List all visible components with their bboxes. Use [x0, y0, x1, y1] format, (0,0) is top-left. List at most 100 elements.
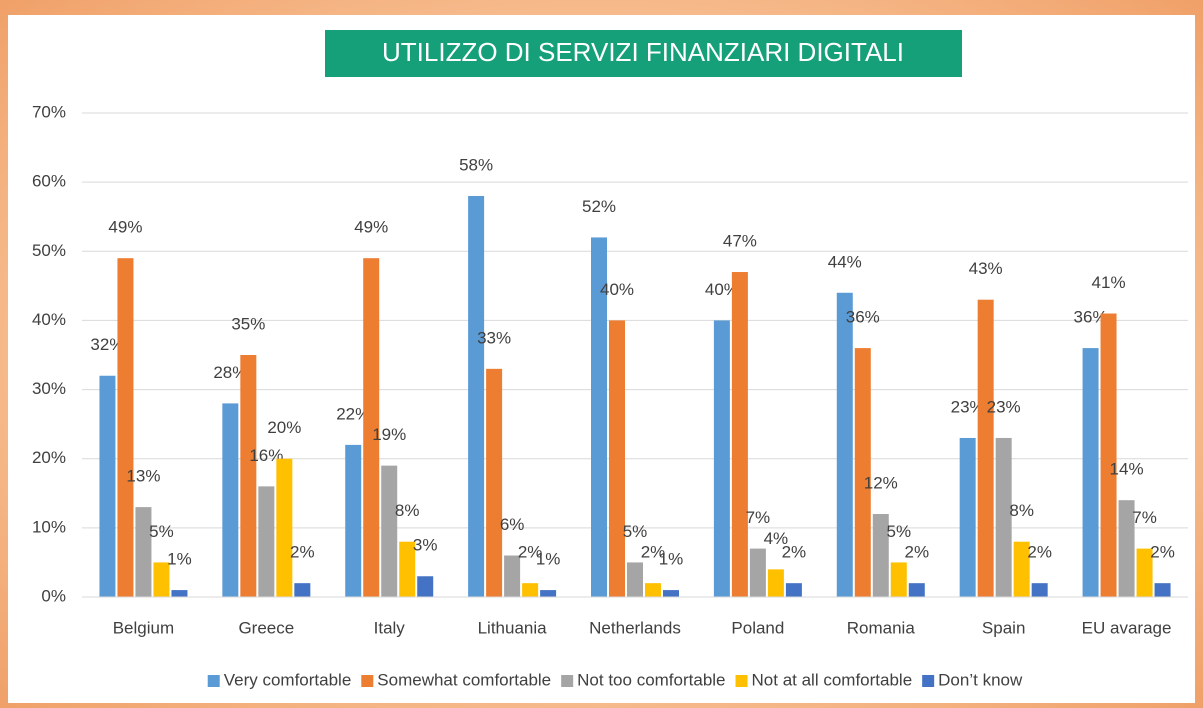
- legend-swatch: [361, 675, 374, 687]
- x-tick-label: Belgium: [113, 618, 174, 637]
- bar: [663, 590, 679, 597]
- value-label: 1%: [536, 550, 561, 569]
- value-label: 1%: [167, 550, 192, 569]
- legend-label: Not at all comfortable: [752, 670, 913, 689]
- bar: [836, 292, 853, 597]
- y-tick-label: 30%: [32, 379, 66, 398]
- value-label: 28%: [213, 363, 247, 382]
- legend-label: Very comfortable: [224, 670, 352, 689]
- y-tick-label: 10%: [32, 517, 66, 536]
- bar: [609, 320, 625, 597]
- bar: [872, 514, 889, 597]
- y-tick-label: 60%: [32, 172, 66, 191]
- bar: [153, 562, 170, 597]
- bar: [522, 583, 539, 597]
- value-label: 43%: [969, 259, 1003, 278]
- value-label: 16%: [249, 446, 283, 465]
- bar: [731, 272, 748, 597]
- bar: [99, 375, 116, 597]
- value-label: 4%: [764, 529, 789, 548]
- bar: [117, 258, 134, 597]
- value-label: 12%: [864, 474, 898, 493]
- bar: [890, 562, 907, 597]
- value-label: 3%: [413, 536, 438, 555]
- bar: [381, 465, 398, 597]
- bar: [995, 437, 1012, 597]
- value-label: 1%: [659, 550, 684, 569]
- value-label: 2%: [904, 543, 929, 562]
- y-tick-label: 50%: [32, 241, 66, 260]
- bar: [540, 590, 557, 597]
- value-label: 2%: [1150, 543, 1175, 562]
- bar: [240, 355, 257, 597]
- value-label: 23%: [951, 397, 985, 416]
- value-label: 14%: [1110, 460, 1144, 479]
- value-label: 49%: [354, 218, 388, 237]
- title-box: [325, 30, 962, 77]
- bar: [1082, 348, 1099, 597]
- bar: [294, 583, 311, 597]
- value-label: 23%: [987, 397, 1021, 416]
- y-tick-label: 0%: [41, 586, 66, 605]
- bar: [135, 507, 152, 597]
- value-label: 2%: [518, 543, 543, 562]
- legend-swatch: [735, 675, 748, 687]
- bar: [1118, 500, 1135, 597]
- value-label: 6%: [500, 515, 525, 534]
- legend-swatch: [922, 675, 935, 687]
- legend-label: Somewhat comfortable: [377, 670, 551, 689]
- value-label: 33%: [477, 328, 511, 347]
- bar: [258, 486, 275, 597]
- value-label: 47%: [723, 232, 757, 251]
- value-label: 2%: [782, 543, 807, 562]
- x-tick-label: Italy: [374, 618, 406, 637]
- value-label: 8%: [1009, 501, 1034, 520]
- value-label: 13%: [126, 467, 160, 486]
- bar: [1100, 313, 1117, 597]
- bar: [486, 368, 503, 597]
- bar: [504, 555, 521, 597]
- value-label: 35%: [231, 314, 265, 333]
- value-label: 8%: [395, 501, 420, 520]
- bar: [468, 195, 485, 597]
- bar: [785, 583, 802, 597]
- bar: [977, 299, 994, 597]
- value-label: 36%: [846, 308, 880, 327]
- value-label: 58%: [459, 155, 493, 174]
- bar: [171, 590, 188, 597]
- value-label: 36%: [1074, 308, 1108, 327]
- chart-title: UTILIZZO DI SERVIZI FINANZIARI DIGITALI: [382, 37, 904, 67]
- bar: [345, 444, 362, 597]
- value-label: 19%: [372, 425, 406, 444]
- x-tick-label: Spain: [982, 618, 1025, 637]
- x-tick-label: Netherlands: [589, 618, 681, 637]
- bar: [1136, 548, 1153, 597]
- value-label: 2%: [1027, 543, 1052, 562]
- bar: [908, 583, 925, 597]
- legend-label: Don’t know: [938, 670, 1023, 689]
- value-label: 2%: [641, 543, 666, 562]
- bar: [713, 320, 730, 597]
- value-label: 2%: [290, 543, 315, 562]
- bar: [399, 541, 416, 597]
- value-label: 40%: [705, 280, 739, 299]
- legend-swatch: [561, 675, 574, 687]
- x-tick-label: Romania: [847, 618, 916, 637]
- y-tick-label: 20%: [32, 448, 66, 467]
- value-label: 20%: [267, 418, 301, 437]
- bar: [645, 583, 661, 597]
- bar: [749, 548, 766, 597]
- legend-label: Not too comfortable: [577, 670, 725, 689]
- bar: [854, 348, 871, 597]
- x-tick-label: Greece: [238, 618, 294, 637]
- y-tick-label: 40%: [32, 310, 66, 329]
- bar: [627, 562, 643, 597]
- value-label: 40%: [600, 280, 634, 299]
- bar: [591, 237, 607, 597]
- value-label: 5%: [623, 522, 648, 541]
- value-label: 5%: [149, 522, 174, 541]
- bar: [222, 403, 239, 597]
- bar: [276, 458, 293, 597]
